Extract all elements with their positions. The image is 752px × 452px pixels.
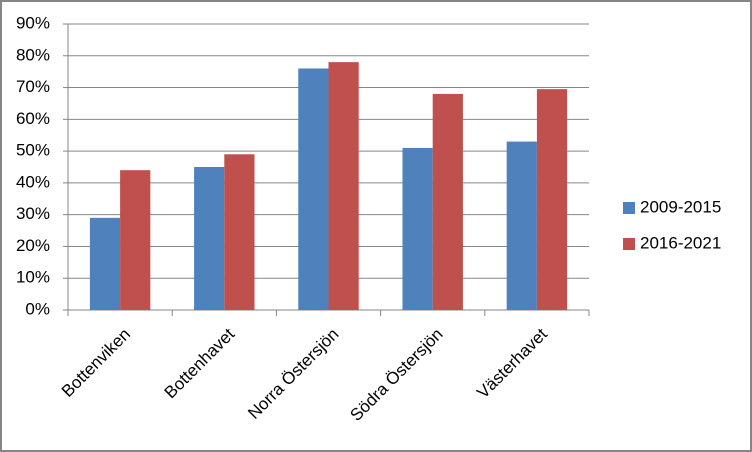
- bar: [194, 167, 225, 310]
- legend-swatch: [623, 202, 635, 214]
- legend-swatch: [623, 238, 635, 250]
- y-tick-label: 40%: [16, 172, 50, 191]
- y-tick-label: 20%: [16, 236, 50, 255]
- legend-label: 2016-2021: [640, 233, 721, 252]
- bar: [506, 141, 537, 310]
- bar: [224, 154, 255, 310]
- legend-label: 2009-2015: [640, 197, 721, 216]
- y-tick-label: 80%: [16, 45, 50, 64]
- bar: [432, 93, 463, 311]
- bar: [89, 217, 121, 310]
- bar: [298, 68, 329, 310]
- bar: [120, 170, 151, 310]
- y-tick-label: 50%: [16, 141, 50, 160]
- y-tick-label: 10%: [16, 268, 50, 287]
- y-tick-label: 0%: [25, 299, 50, 318]
- y-tick-label: 60%: [16, 109, 50, 128]
- y-tick-label: 30%: [16, 204, 50, 223]
- bar: [328, 62, 359, 311]
- bar: [402, 147, 433, 310]
- y-tick-label: 90%: [16, 13, 50, 32]
- y-tick-label: 70%: [16, 77, 50, 96]
- bar: [536, 89, 568, 311]
